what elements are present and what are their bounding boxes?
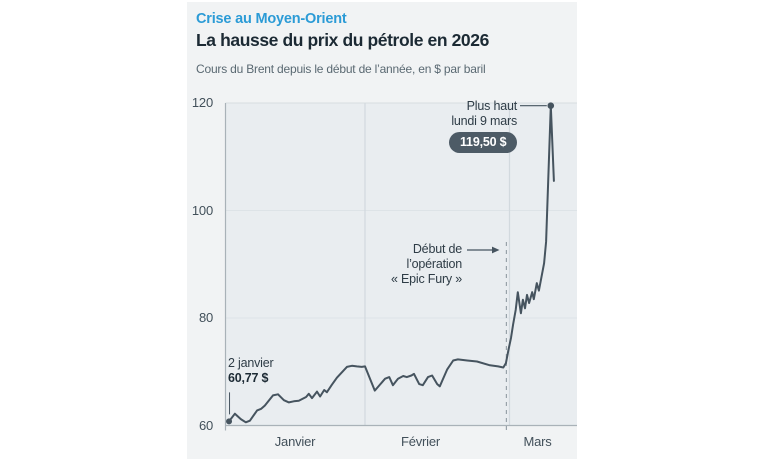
start-annotation-value: 60,77 $ (228, 371, 269, 385)
event-annotation-line1: Début de (412, 242, 462, 256)
x-label-janvier: Janvier (274, 434, 316, 449)
plot-area (225, 103, 577, 426)
page-title: La hausse du prix du pétrole en 2026 (196, 30, 489, 50)
peak-dot (547, 102, 555, 109)
event-annotation: Début de l’opération « Epic Fury » (342, 242, 462, 287)
chart-subtitle: Cours du Brent depuis le début de l’anné… (196, 62, 486, 76)
event-arrow-icon (467, 246, 500, 254)
price-line (228, 104, 555, 424)
peak-annotation: Plus haut lundi 9 mars (397, 99, 517, 129)
peak-annotation-line2: lundi 9 mars (451, 114, 517, 128)
y-tick-80: 80 (198, 310, 213, 325)
x-label-mars: Mars (523, 434, 552, 449)
x-label-fevrier: Février (400, 434, 441, 449)
y-tick-60: 60 (198, 417, 213, 433)
peak-value-badge: 119,50 $ (449, 132, 518, 153)
event-annotation-line3: « Epic Fury » (390, 272, 462, 286)
start-annotation-date: 2 janvier (228, 356, 274, 370)
kicker: Crise au Moyen-Orient (196, 11, 347, 27)
y-tick-120: 120 (191, 95, 213, 110)
peak-annotation-line1: Plus haut (466, 99, 518, 113)
y-tick-100: 100 (191, 202, 213, 218)
event-annotation-line2: l’opération (406, 257, 463, 271)
start-annotation: 2 janvier 60,77 $ (228, 356, 274, 386)
start-dot (226, 418, 233, 425)
